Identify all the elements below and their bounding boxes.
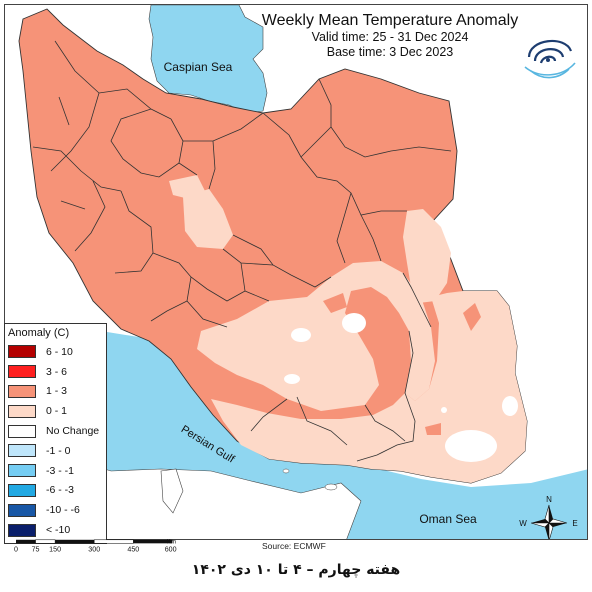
mild-zone-center [183,189,233,249]
source-label: Source: ECMWF [262,541,326,551]
compass-e: E [572,519,577,528]
legend-item: 3 - 6 [8,362,106,382]
mild-zone-south [197,261,435,411]
warm-patch-1 [425,423,441,435]
legend-item: -1 - 0 [8,441,106,461]
legend-item: 0 - 1 [8,401,106,421]
legend-item: No Change [8,421,106,441]
legend-label: No Change [46,425,100,438]
scale-tick-5: 600 [165,545,177,553]
legend-label: 1 - 3 [46,385,68,398]
compass-w: W [519,519,527,528]
warm-patch-3 [323,293,347,313]
scale-unit: Km [167,538,176,545]
warm-patch-2 [463,303,481,331]
no-change-spot-4 [445,430,497,462]
legend-item: < -10 [8,520,106,540]
no-change-spot-3 [284,374,300,384]
footer-caption: هفته چهارم – ۴ تا ۱۰ دی ۱۴۰۲ [191,562,401,578]
anomaly-map: Caspian Sea Persian Gulf Oman Sea N S E … [5,5,587,539]
legend-label: -3 - -1 [46,464,75,477]
mild-zone-north [169,175,205,199]
legend-swatch [8,483,36,497]
legend-label: 3 - 6 [46,365,68,378]
legend: Anomaly (C) 6 - 10 3 - 6 1 - 3 0 - 1 No Chan… [4,323,107,544]
legend-label: 0 - 1 [46,405,68,418]
no-change-spot-5 [502,396,518,416]
island-1 [324,483,338,491]
legend-swatch [8,464,36,478]
legend-swatch [8,345,36,359]
legend-swatch [8,503,36,517]
base-time: Base time: 3 Dec 2023 [326,45,454,59]
island-2 [282,468,290,474]
legend-swatch [8,424,36,438]
compass-n: N [546,495,552,504]
mild-zone-west [225,325,257,365]
caspian-sea-label: Caspian Sea [164,60,233,74]
legend-item: 1 - 3 [8,382,106,402]
legend-item: -3 - -1 [8,461,106,481]
scale-tick-2: 150 [49,545,61,553]
legend-label: -1 - 0 [46,444,71,457]
legend-swatch [8,444,36,458]
legend-item: -10 - -6 [8,500,106,520]
legend-label: 6 - 10 [46,345,73,358]
mild-zone-southeast [211,291,527,483]
organization-logo-icon [524,39,576,79]
legend-swatch [8,384,36,398]
no-change-spot-2 [291,328,311,342]
province-boundaries [32,40,452,462]
legend-item: 6 - 10 [8,342,106,362]
scale-bar: 0 75 150 300 450 600 Km [14,538,177,553]
legend-swatch [8,523,36,537]
scale-tick-1: 75 [32,545,40,553]
map-frame: Caspian Sea Persian Gulf Oman Sea N S E … [4,4,588,540]
legend-rows: 6 - 10 3 - 6 1 - 3 0 - 1 No Change -1 - 0 -3 -… [8,342,106,540]
scale-tick-3: 300 [88,545,100,553]
title-block: Weekly Mean Temperature Anomaly Valid ti… [255,11,525,60]
map-title: Weekly Mean Temperature Anomaly [261,12,519,29]
legend-label: -6 - -3 [46,484,75,497]
legend-item: -6 - -3 [8,481,106,501]
oman-sea-label: Oman Sea [419,512,477,526]
legend-swatch [8,404,36,418]
scale-tick-4: 450 [127,545,139,553]
legend-label: -10 - -6 [46,504,80,517]
no-change-spot-6 [441,407,447,413]
mild-zone-east [403,209,451,303]
legend-swatch [8,365,36,379]
legend-title: Anomaly (C) [8,327,70,339]
legend-label: < -10 [46,524,71,537]
no-change-spot-1 [342,313,366,333]
compass-rose: N S E W [519,495,578,539]
qatar-land [160,468,184,514]
scale-tick-0: 0 [14,545,18,553]
valid-time: Valid time: 25 - 31 Dec 2024 [311,30,469,44]
